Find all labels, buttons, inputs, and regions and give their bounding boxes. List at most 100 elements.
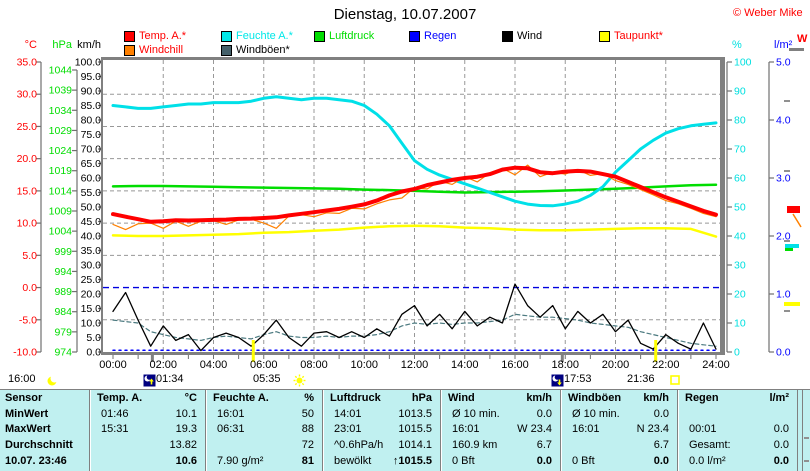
- table-cell-value: 1013.5: [398, 408, 432, 420]
- table-cell-value: 10.1: [175, 408, 197, 420]
- x-minor-tick: [288, 355, 290, 359]
- table-col-title: Feuchte A.: [213, 392, 269, 404]
- table-row-label: Durchschnitt: [5, 439, 73, 451]
- x-minor-tick: [313, 355, 315, 359]
- right-edge-dash: [789, 48, 804, 51]
- temp-tick-label: 0.0: [22, 282, 37, 294]
- x-minor-tick: [564, 355, 566, 359]
- wind-tick-label: 30.0: [81, 260, 102, 272]
- table-cell-value: 0.0: [653, 408, 669, 420]
- wind-tick-label: 80.0: [81, 115, 102, 127]
- rain-tick-label: 5.0: [776, 57, 791, 69]
- legend-label: Temp. A.*: [139, 30, 187, 42]
- sun-moon-time: 05:35: [253, 373, 281, 385]
- wind-tick-label: 20.0: [81, 289, 102, 301]
- rain-tick-label: 1.0: [776, 289, 791, 301]
- right-edge-temp-mark: [787, 206, 800, 213]
- x-axis-label: 08:00: [300, 359, 328, 371]
- table-cell-value: 88: [301, 423, 314, 435]
- table-cell-value: 1015.5: [398, 423, 432, 435]
- sun-icon: [293, 374, 306, 387]
- table-separator-highlight: [441, 390, 442, 471]
- table-row-label: 10.07. 23:46: [5, 455, 67, 467]
- table-cell-text: 0 Bft: [572, 455, 595, 467]
- table-cell-value: 19.3: [175, 423, 197, 435]
- series-feuchtea: [111, 95, 718, 208]
- sun-axis-marker: [251, 340, 255, 362]
- legend-swatch-windben: [221, 45, 232, 56]
- table-cell-value: 72: [301, 439, 314, 451]
- table-col-unit: °C: [184, 392, 197, 404]
- x-minor-tick: [187, 355, 189, 359]
- table-cell-text: 23:01: [334, 423, 362, 435]
- plot-border-right: [720, 57, 725, 355]
- table-edge-mark: [804, 460, 809, 462]
- table-cell-text: 7.90 g/m²: [217, 455, 264, 467]
- rain-tick-label: 4.0: [776, 115, 791, 127]
- pressure-tick-label: 1034: [49, 105, 73, 117]
- legend-swatch-tempa: [124, 31, 135, 42]
- table-row-label: MinWert: [5, 408, 49, 420]
- right-edge-pressure-mark: [785, 248, 793, 251]
- moon-axis-marker: [560, 352, 564, 362]
- x-minor-tick: [464, 355, 466, 359]
- humidity-unit-label: %: [732, 39, 742, 51]
- copyright-label: © Weber Mike: [733, 7, 803, 19]
- right-edge-tick: [784, 170, 790, 172]
- legend-label: Feuchte A.*: [236, 30, 293, 42]
- series-taupunkt: [111, 224, 718, 238]
- x-axis-label: 22:00: [651, 359, 680, 371]
- sun-moon-time: 16:00: [8, 373, 36, 385]
- sun-outline-icon: [670, 375, 680, 385]
- table-separator: [440, 390, 441, 471]
- rain-tick-label: 0.0: [776, 347, 791, 359]
- table-cell-value: 0.0: [773, 455, 789, 467]
- table-separator-highlight: [90, 390, 91, 471]
- temp-tick-label: 15.0: [17, 185, 38, 197]
- sun-axis-marker: [654, 340, 658, 362]
- x-axis-label: 16:00: [501, 359, 529, 371]
- x-minor-tick: [640, 355, 642, 359]
- humidity-tick-label: 80: [734, 115, 746, 127]
- wind-tick-label: 5.0: [86, 332, 101, 344]
- humidity-tick-label: 70: [734, 144, 746, 156]
- table-cell-value: 81: [301, 455, 314, 467]
- pressure-tick-label: 1039: [49, 85, 73, 97]
- pressure-tick-label: 989: [54, 286, 72, 298]
- legend-swatch-regen: [409, 31, 420, 42]
- plot-border-bottom: [101, 352, 725, 355]
- x-minor-tick: [213, 355, 214, 359]
- table-col-unit: km/h: [526, 392, 552, 404]
- humidity-tick-label: 0: [734, 347, 740, 359]
- wind-tick-label: 75.0: [81, 129, 102, 141]
- x-axis-label: 20:00: [601, 359, 630, 371]
- table-cell-text: 01:46: [101, 408, 129, 420]
- table-right-border: [802, 390, 803, 471]
- table-col-unit: hPa: [411, 392, 432, 404]
- table-col-unit: l/m²: [769, 392, 789, 404]
- moon-icon: [47, 374, 59, 386]
- temp-tick-label: 35.0: [17, 57, 38, 69]
- table-col-unit: km/h: [643, 392, 669, 404]
- wind-tick-label: 85.0: [81, 100, 102, 112]
- table-cell-text: 0 Bft: [452, 455, 475, 467]
- wind-tick-label: 10.0: [81, 318, 102, 330]
- wind-tick-label: 95.0: [81, 71, 102, 83]
- x-minor-tick: [263, 355, 265, 359]
- table-cell-value: 13.82: [169, 439, 197, 451]
- x-minor-tick: [238, 355, 240, 359]
- pressure-tick-label: 1024: [49, 145, 73, 157]
- plot-border-left: [101, 57, 103, 355]
- x-minor-tick: [589, 355, 591, 359]
- pressure-tick-label: 1029: [49, 125, 73, 137]
- humidity-tick-label: 40: [734, 231, 746, 243]
- wind-tick-label: 45.0: [81, 216, 102, 228]
- wind-tick-label: 0.0: [86, 347, 101, 359]
- table-cell-value: 0.0: [773, 423, 789, 435]
- table-cell-value: 0.0: [653, 455, 669, 467]
- x-minor-tick: [388, 355, 390, 359]
- right-edge-tick: [784, 100, 790, 102]
- table-cell-text: bewölkt: [334, 455, 372, 467]
